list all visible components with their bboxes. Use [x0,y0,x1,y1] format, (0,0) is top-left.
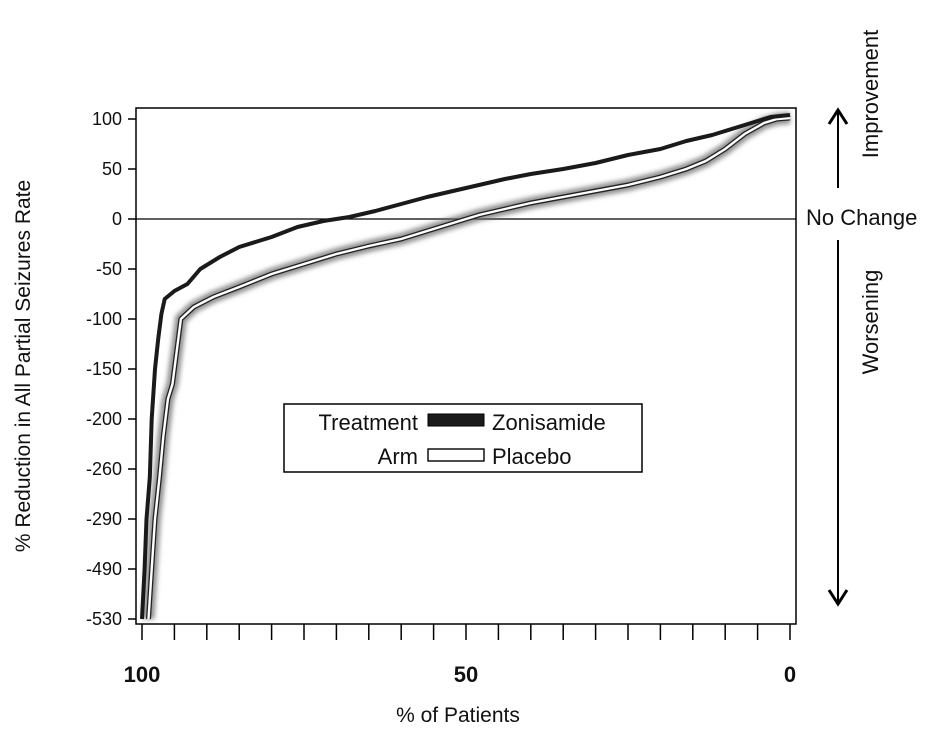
no-change-label: No Change [806,205,917,230]
y-tick-label: -50 [96,259,122,279]
y-axis: 100 50 0 -50 -100 -150 -200 -260 -290 -490 -530 [86,109,136,629]
x-axis-title: % of Patients [396,704,520,727]
x-tick-label: 0 [784,662,796,687]
improvement-label: Improvement [858,30,883,158]
y-tick-label: 50 [102,159,122,179]
worsening-label: Worsening [858,270,883,375]
legend-title-line1: Treatment [319,410,418,435]
x-axis: 100 50 0 [124,624,796,687]
direction-annotations: Improvement No Change Worsening [806,30,917,607]
x-tick-label: 50 [454,662,478,687]
y-tick-label: -260 [86,459,122,479]
legend: Treatment Arm Zonisamide Placebo [283,403,643,473]
series-line-zonisamide [140,113,791,620]
legend-label-placebo: Placebo [492,444,572,469]
x-tick-label: 100 [124,662,161,687]
y-tick-label: 0 [112,209,122,229]
y-tick-label: -100 [86,309,122,329]
worsening-arrowhead [827,589,849,607]
legend-swatch-placebo [427,448,485,462]
y-tick-label: 100 [92,109,122,129]
series-line-placebo [147,116,791,620]
y-axis-title: % Reduction in All Partial Seizures Rate [12,180,35,552]
y-tick-label: -150 [86,359,122,379]
series-layer [140,112,791,620]
legend-title-line2: Arm [378,444,418,469]
plot-frame [135,107,797,625]
y-tick-label: -200 [86,409,122,429]
legend-swatch-zonisamide [427,413,485,427]
y-tick-label: -490 [86,559,122,579]
y-tick-label: -290 [86,509,122,529]
legend-label-zonisamide: Zonisamide [492,410,606,435]
improvement-arrowhead [827,107,849,125]
y-tick-label: -530 [86,609,122,629]
